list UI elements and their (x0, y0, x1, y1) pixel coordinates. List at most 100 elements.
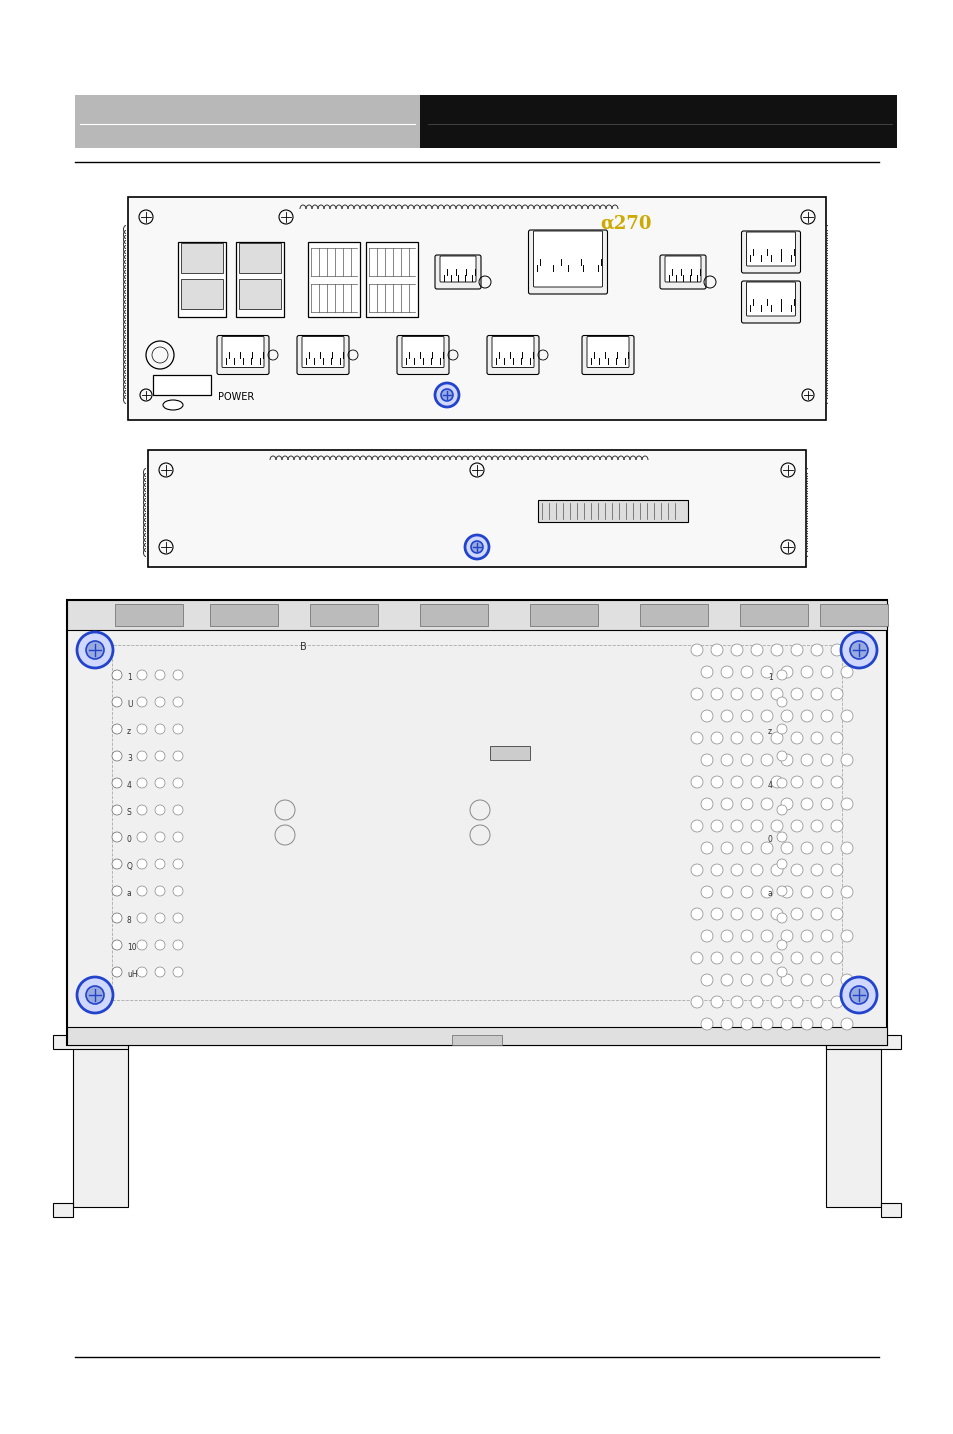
Circle shape (710, 908, 722, 921)
Circle shape (112, 751, 122, 761)
Circle shape (471, 541, 482, 554)
Bar (181, 280, 223, 308)
Circle shape (841, 974, 852, 987)
Circle shape (830, 731, 842, 744)
Circle shape (172, 670, 183, 680)
Circle shape (172, 804, 183, 815)
Circle shape (740, 931, 752, 942)
Circle shape (172, 724, 183, 734)
Circle shape (776, 751, 786, 761)
Bar (419, 95, 896, 148)
Circle shape (790, 731, 802, 744)
Circle shape (750, 997, 762, 1008)
Circle shape (154, 724, 165, 734)
Circle shape (710, 731, 722, 744)
Circle shape (790, 644, 802, 655)
Bar (239, 280, 281, 308)
Circle shape (730, 731, 742, 744)
Circle shape (710, 644, 722, 655)
FancyBboxPatch shape (745, 232, 795, 265)
Circle shape (821, 1018, 832, 1030)
Circle shape (760, 1018, 772, 1030)
Circle shape (690, 820, 702, 832)
Bar (67, 1027, 886, 1045)
Bar (239, 242, 281, 272)
Circle shape (790, 908, 802, 921)
Circle shape (154, 670, 165, 680)
FancyBboxPatch shape (435, 255, 480, 290)
Circle shape (830, 952, 842, 964)
Circle shape (776, 913, 786, 923)
Circle shape (710, 776, 722, 789)
Circle shape (137, 886, 147, 896)
Bar (112, 645, 841, 999)
Text: z: z (767, 727, 771, 736)
Circle shape (781, 886, 792, 898)
Circle shape (760, 886, 772, 898)
Circle shape (172, 941, 183, 949)
Circle shape (137, 804, 147, 815)
Circle shape (801, 886, 812, 898)
Circle shape (770, 952, 782, 964)
Circle shape (172, 967, 183, 977)
Text: 10: 10 (127, 944, 136, 952)
Text: uH: uH (127, 969, 137, 979)
Bar (210, 604, 277, 627)
Circle shape (730, 688, 742, 700)
Circle shape (730, 776, 742, 789)
Circle shape (781, 974, 792, 987)
Text: 8: 8 (127, 916, 132, 925)
Circle shape (841, 754, 852, 766)
Circle shape (172, 697, 183, 707)
Circle shape (154, 779, 165, 789)
Circle shape (112, 859, 122, 869)
Circle shape (750, 865, 762, 876)
Circle shape (801, 974, 812, 987)
Circle shape (740, 842, 752, 855)
Bar (235, 242, 284, 317)
Circle shape (154, 751, 165, 761)
Circle shape (740, 710, 752, 721)
Text: 3: 3 (127, 754, 132, 763)
Circle shape (801, 842, 812, 855)
Circle shape (710, 688, 722, 700)
Circle shape (790, 865, 802, 876)
Circle shape (821, 797, 832, 810)
Circle shape (690, 731, 702, 744)
Text: S: S (127, 807, 132, 817)
Circle shape (841, 931, 852, 942)
Circle shape (801, 754, 812, 766)
Circle shape (781, 842, 792, 855)
Circle shape (154, 967, 165, 977)
Circle shape (700, 974, 712, 987)
Circle shape (112, 804, 122, 815)
Circle shape (770, 731, 782, 744)
Circle shape (690, 865, 702, 876)
Bar (73, 954, 92, 967)
Circle shape (821, 931, 832, 942)
Bar (310, 604, 377, 627)
Circle shape (750, 644, 762, 655)
Text: 0: 0 (127, 835, 132, 845)
Circle shape (776, 967, 786, 977)
Circle shape (830, 865, 842, 876)
Circle shape (112, 670, 122, 680)
Circle shape (830, 644, 842, 655)
Circle shape (112, 967, 122, 977)
Circle shape (830, 997, 842, 1008)
Bar (181, 242, 223, 272)
Circle shape (720, 974, 732, 987)
FancyBboxPatch shape (296, 336, 349, 374)
Circle shape (841, 665, 852, 678)
Circle shape (137, 751, 147, 761)
Circle shape (690, 997, 702, 1008)
Circle shape (790, 820, 802, 832)
Bar (115, 604, 183, 627)
Circle shape (801, 665, 812, 678)
Circle shape (776, 886, 786, 896)
Circle shape (720, 754, 732, 766)
Circle shape (172, 886, 183, 896)
Circle shape (137, 859, 147, 869)
Circle shape (801, 797, 812, 810)
Circle shape (810, 644, 822, 655)
